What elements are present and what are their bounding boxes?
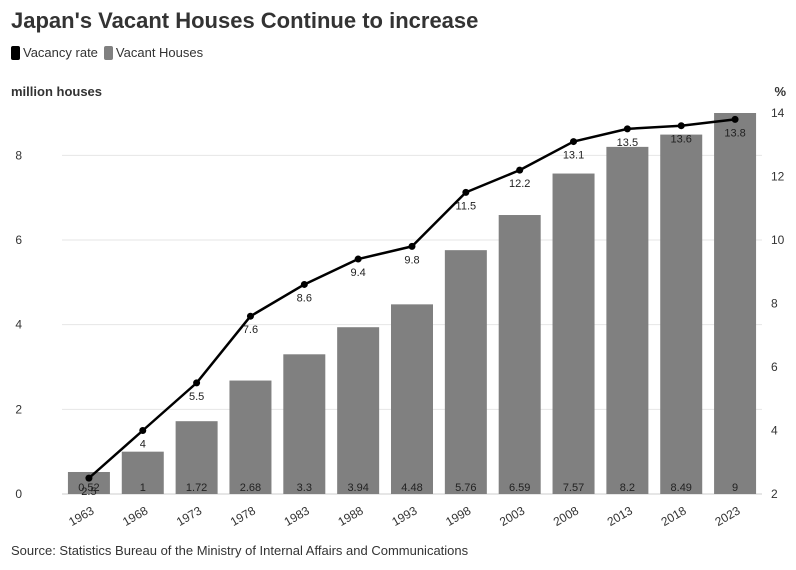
legend-label-vacancy-rate: Vacancy rate — [23, 45, 98, 60]
right-tick-label: 2 — [771, 487, 778, 501]
bar-value-label: 2.68 — [240, 482, 261, 494]
bar — [229, 380, 272, 494]
line-value-label: 5.5 — [189, 391, 204, 403]
line-point — [623, 125, 631, 133]
line-value-label: 13.1 — [563, 150, 584, 162]
x-tick-label: 2008 — [551, 503, 581, 529]
legend: Vacancy rate Vacant Houses — [11, 45, 209, 60]
bar — [337, 327, 380, 494]
bar — [606, 146, 649, 494]
right-tick-label: 14 — [771, 106, 785, 120]
bar-value-label: 8.2 — [620, 482, 635, 494]
combo-chart: 0.52 1 1.72 2.68 3.3 3.94 4.48 5.76 6.59 7.57 8.2 8… — [11, 84, 786, 529]
source-note: Source: Statistics Bureau of the Ministr… — [11, 543, 469, 558]
x-tick-label: 2023 — [712, 503, 742, 529]
left-tick-label: 2 — [15, 402, 22, 416]
x-tick-label: 2018 — [659, 503, 689, 529]
right-tick-label: 12 — [771, 170, 785, 184]
line-layer — [85, 115, 739, 482]
bar-layer — [67, 113, 757, 495]
bar — [283, 354, 326, 494]
line-point — [85, 474, 93, 482]
legend-label-vacant-houses: Vacant Houses — [115, 45, 204, 60]
bar-value-label: 3.3 — [297, 482, 312, 494]
line-value-label: 7.6 — [243, 324, 258, 336]
line-point — [246, 312, 254, 320]
bar-value-label: 8.49 — [671, 482, 692, 494]
line-point — [193, 379, 201, 387]
x-tick-label: 1978 — [228, 503, 258, 529]
bar-value-label: 1.72 — [186, 482, 207, 494]
line-value-label: 8.6 — [297, 292, 312, 304]
line-value-label: 13.5 — [617, 137, 638, 149]
line-point — [570, 138, 578, 146]
line-value-label: 9.4 — [351, 267, 366, 279]
line-value-label: 13.6 — [671, 134, 692, 146]
right-tick-label: 4 — [771, 424, 778, 438]
right-tick-label: 6 — [771, 360, 778, 374]
x-tick-label: 1988 — [336, 503, 366, 529]
line-point — [408, 242, 416, 250]
left-axis-title: million houses — [11, 84, 102, 99]
line-point — [516, 166, 524, 174]
x-tick-label: 1983 — [282, 503, 312, 529]
bar-value-label: 5.76 — [455, 482, 476, 494]
line-value-label: 9.8 — [404, 254, 419, 266]
chart-title: Japan's Vacant Houses Continue to increa… — [11, 8, 479, 33]
line-point — [300, 280, 308, 288]
legend-item-vacant-houses[interactable]: Vacant Houses — [103, 45, 204, 60]
x-tick-label: 1993 — [389, 503, 419, 529]
line-value-label: 13.8 — [724, 127, 745, 139]
left-tick-label: 0 — [15, 487, 22, 501]
bar — [660, 134, 703, 494]
label-layer: 0.52 1 1.72 2.68 3.3 3.94 4.48 5.76 6.59 7.57 8.2 8… — [78, 127, 746, 498]
x-tick-label: 1998 — [443, 503, 473, 529]
legend-item-vacancy-rate[interactable]: Vacancy rate — [11, 45, 98, 60]
bar-value-label: 0.52 — [78, 482, 99, 494]
legend-swatch-vacant-houses — [103, 45, 113, 60]
line-point — [354, 255, 362, 263]
bar — [391, 304, 433, 494]
x-tick-label: 1968 — [120, 503, 150, 529]
x-tick-label: 2013 — [605, 503, 635, 529]
bar — [714, 113, 757, 494]
right-tick-label: 10 — [771, 233, 785, 247]
right-axis-title: % — [774, 84, 786, 99]
bar-value-label: 4.48 — [401, 482, 422, 494]
line-value-label: 2.5 — [81, 486, 96, 498]
left-tick-label: 4 — [15, 318, 22, 332]
line-value-label: 11.5 — [456, 200, 477, 212]
left-tick-label: 8 — [15, 148, 22, 162]
legend-swatch-vacancy-rate — [11, 45, 20, 60]
bar-value-label: 9 — [732, 482, 738, 494]
left-tick-label: 6 — [15, 233, 22, 247]
line-point — [677, 122, 685, 130]
line-point — [731, 115, 739, 123]
right-tick-label: 8 — [771, 297, 778, 311]
x-tick-label: 1963 — [66, 503, 96, 529]
bar — [121, 451, 164, 494]
bar — [552, 173, 595, 494]
bar-value-label: 3.94 — [347, 482, 368, 494]
bar-value-label: 7.57 — [563, 482, 584, 494]
bar — [67, 471, 110, 494]
bar-value-label: 1 — [140, 482, 146, 494]
line-value-label: 12.2 — [509, 178, 530, 190]
x-tick-label: 1973 — [174, 503, 204, 529]
x-tick-label: 2003 — [497, 503, 527, 529]
line-value-label: 4 — [140, 439, 146, 451]
bar-value-label: 6.59 — [509, 482, 530, 494]
line-point — [462, 188, 470, 196]
line-point — [139, 427, 147, 434]
bar — [175, 421, 218, 494]
bar — [498, 215, 541, 495]
bar — [444, 250, 487, 494]
